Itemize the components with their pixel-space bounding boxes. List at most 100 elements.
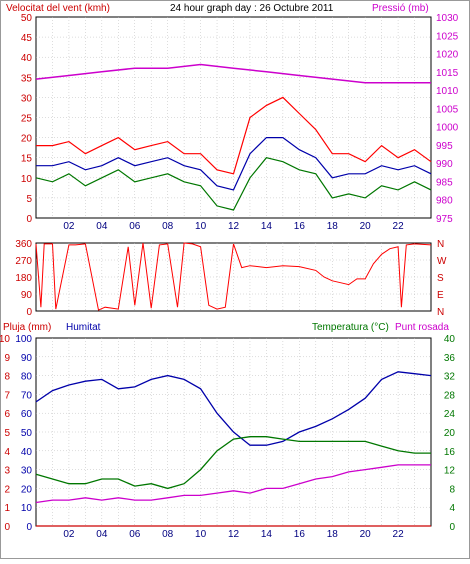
series-humidity bbox=[35, 371, 432, 446]
x-tick-label: 08 bbox=[162, 221, 174, 232]
temperature-y-tick-label: 16 bbox=[444, 447, 456, 458]
rain-axis-label: Pluja (mm) bbox=[3, 322, 51, 333]
wind-y-tick-label: 45 bbox=[21, 33, 33, 44]
rain-y-tick-label: 9 bbox=[4, 353, 10, 364]
direction-y-tick-label: 0 bbox=[26, 307, 32, 318]
x-tick-label: 02 bbox=[63, 529, 75, 540]
compass-label: S bbox=[437, 273, 444, 284]
x-tick-label: 10 bbox=[195, 529, 207, 540]
wind-axis-label: Velocitat del vent (kmh) bbox=[6, 3, 110, 14]
temperature-y-tick-label: 12 bbox=[444, 466, 456, 477]
wind-y-tick-label: 20 bbox=[21, 134, 33, 145]
temperature-y-tick-label: 36 bbox=[444, 353, 456, 364]
x-tick-label: 22 bbox=[393, 221, 405, 232]
x-tick-label: 06 bbox=[129, 529, 141, 540]
humidity-axis-label: Humitat bbox=[66, 322, 101, 333]
wind-y-tick-label: 30 bbox=[21, 93, 33, 104]
x-tick-label: 12 bbox=[228, 221, 240, 232]
humidity-y-tick-label: 100 bbox=[15, 334, 32, 345]
x-tick-label: 04 bbox=[96, 529, 108, 540]
series-dew_point bbox=[35, 464, 431, 504]
temperature-y-tick-label: 32 bbox=[444, 372, 456, 383]
pressure-y-tick-label: 975 bbox=[436, 214, 453, 225]
grid-layer bbox=[36, 17, 431, 526]
wind-y-tick-label: 5 bbox=[26, 194, 32, 205]
x-tick-label: 18 bbox=[327, 529, 339, 540]
rain-y-tick-label: 5 bbox=[4, 428, 10, 439]
pressure-y-tick-label: 1020 bbox=[436, 50, 459, 61]
temperature-y-tick-label: 8 bbox=[449, 484, 455, 495]
x-tick-label: 22 bbox=[393, 529, 405, 540]
rain-y-tick-label: 10 bbox=[0, 334, 10, 345]
wind-y-tick-label: 50 bbox=[21, 13, 33, 24]
x-tick-label: 02 bbox=[63, 221, 75, 232]
series-direction bbox=[35, 242, 432, 311]
compass-label: W bbox=[437, 256, 447, 267]
x-tick-label: 08 bbox=[162, 529, 174, 540]
direction-y-tick-label: 360 bbox=[15, 239, 32, 250]
rain-y-tick-label: 1 bbox=[4, 503, 10, 514]
wind-y-tick-label: 10 bbox=[21, 174, 33, 185]
x-tick-label: 18 bbox=[327, 221, 339, 232]
series-average bbox=[36, 137, 432, 191]
compass-label: E bbox=[437, 290, 444, 301]
rain-y-tick-label: 3 bbox=[4, 466, 10, 477]
rain-y-tick-label: 7 bbox=[4, 390, 10, 401]
wind-y-tick-label: 40 bbox=[21, 53, 33, 64]
pressure-y-tick-label: 985 bbox=[436, 177, 453, 188]
pressure-y-tick-label: 990 bbox=[436, 159, 453, 170]
rain-y-tick-label: 4 bbox=[4, 447, 10, 458]
x-tick-label: 04 bbox=[96, 221, 108, 232]
x-tick-label: 12 bbox=[228, 529, 240, 540]
direction-y-tick-label: 90 bbox=[21, 290, 33, 301]
pressure-y-tick-label: 1030 bbox=[436, 13, 459, 24]
humidity-y-tick-label: 70 bbox=[21, 390, 33, 401]
humidity-y-tick-label: 60 bbox=[21, 409, 33, 420]
x-tick-label: 16 bbox=[294, 221, 306, 232]
series-gust bbox=[36, 96, 432, 175]
temperature-y-tick-label: 40 bbox=[444, 334, 456, 345]
tick-labels-layer: 0510152025303540455097598098599099510001… bbox=[0, 13, 459, 540]
pressure-y-tick-label: 980 bbox=[436, 196, 453, 207]
humidity-y-tick-label: 80 bbox=[21, 372, 33, 383]
series-layer bbox=[35, 63, 432, 527]
compass-label: N bbox=[437, 239, 444, 250]
direction-y-tick-label: 180 bbox=[15, 273, 32, 284]
x-tick-label: 20 bbox=[360, 221, 372, 232]
rain-y-tick-label: 2 bbox=[4, 484, 10, 495]
x-tick-label: 16 bbox=[294, 529, 306, 540]
pressure-y-tick-label: 995 bbox=[436, 141, 453, 152]
dewpoint-axis-label: Punt rosada bbox=[395, 322, 449, 333]
temperature-axis-label: Temperatura (°C) bbox=[312, 322, 389, 333]
wind-y-tick-label: 25 bbox=[21, 114, 33, 125]
humidity-y-tick-label: 40 bbox=[21, 447, 33, 458]
humidity-y-tick-label: 20 bbox=[21, 484, 33, 495]
temperature-y-tick-label: 28 bbox=[444, 390, 456, 401]
pressure-y-tick-label: 1000 bbox=[436, 123, 459, 134]
rain-y-tick-label: 0 bbox=[4, 522, 10, 533]
compass-label: N bbox=[437, 307, 444, 318]
series-pressure bbox=[35, 63, 431, 84]
x-tick-label: 10 bbox=[195, 221, 207, 232]
rain-y-tick-label: 8 bbox=[4, 372, 10, 383]
wind-y-tick-label: 35 bbox=[21, 73, 33, 84]
x-tick-label: 14 bbox=[261, 221, 273, 232]
series-low bbox=[35, 157, 432, 211]
rain-y-tick-label: 6 bbox=[4, 409, 10, 420]
temperature-y-tick-label: 20 bbox=[444, 428, 456, 439]
x-tick-label: 14 bbox=[261, 529, 273, 540]
x-tick-label: 20 bbox=[360, 529, 372, 540]
x-tick-label: 06 bbox=[129, 221, 141, 232]
pressure-y-tick-label: 1005 bbox=[436, 104, 459, 115]
humidity-y-tick-label: 0 bbox=[26, 522, 32, 533]
humidity-y-tick-label: 50 bbox=[21, 428, 33, 439]
pressure-axis-label: Pressió (mb) bbox=[372, 3, 429, 14]
temperature-y-tick-label: 4 bbox=[449, 503, 455, 514]
direction-y-tick-label: 270 bbox=[15, 256, 32, 267]
series-temperature bbox=[35, 436, 431, 490]
humidity-y-tick-label: 30 bbox=[21, 466, 33, 477]
pressure-y-tick-label: 1025 bbox=[436, 31, 459, 42]
wind-y-tick-label: 15 bbox=[21, 154, 33, 165]
